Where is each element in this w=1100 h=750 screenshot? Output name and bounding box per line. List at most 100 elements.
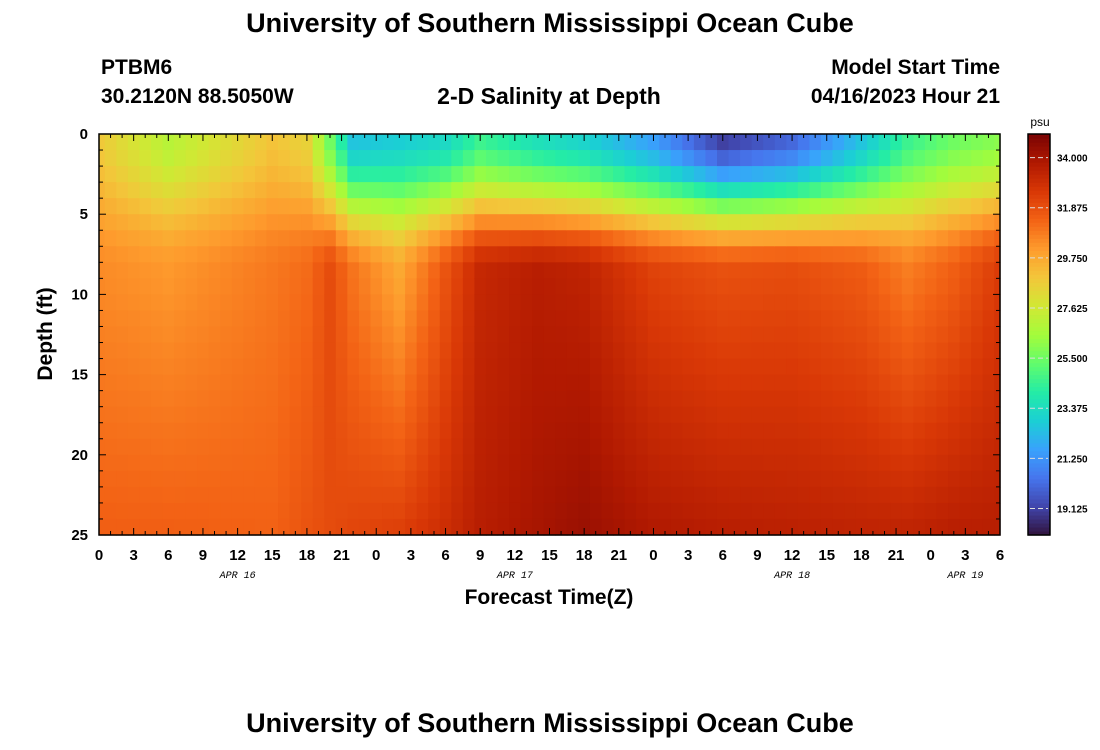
heatmap-cell [994,262,1001,279]
heatmap-cell [855,166,868,183]
heatmap-cell [335,438,348,456]
heatmap-cell [566,230,579,247]
heatmap-cell [693,454,707,472]
heatmap-cell [474,150,487,167]
heatmap-cell [751,230,764,247]
heatmap-cell [254,294,268,312]
heatmap-cell [439,342,452,360]
heatmap-cell [254,198,268,215]
heatmap-cell [543,406,556,424]
heatmap-cell [613,182,626,199]
heatmap-cell [740,214,753,231]
heatmap-cell [127,486,141,504]
heatmap-cell [682,342,695,360]
heatmap-cell [451,262,464,279]
heatmap-cell [844,358,857,376]
heatmap-cell [566,342,579,360]
heatmap-cell [416,230,429,247]
heatmap-cell [220,182,233,199]
heatmap-cell [636,470,649,488]
heatmap-cell [636,422,649,440]
heatmap-cell [878,278,891,295]
heatmap-cell [116,262,129,279]
heatmap-cell [127,454,141,472]
heatmap-cell [624,326,637,344]
heatmap-cell [289,214,302,231]
heatmap-cell [728,454,741,472]
heatmap-cell [243,134,256,151]
heatmap-cell [693,182,707,199]
heatmap-cell [959,166,972,183]
heatmap-cell [99,150,106,167]
colorbar-band [1028,186,1050,191]
heatmap-cell [959,262,972,279]
heatmap-cell [358,358,372,376]
heatmap-cell [971,134,984,151]
heatmap-cell [832,422,845,440]
heatmap-cell [104,166,117,183]
heatmap-cell [959,374,972,392]
heatmap-cell [543,150,556,167]
heatmap-cell [462,326,476,344]
heatmap-cell [832,438,845,456]
heatmap-cell [139,134,152,151]
heatmap-cell [844,310,857,328]
colorbar-band [1028,174,1050,179]
colorbar-band [1028,146,1050,151]
heatmap-cell [936,406,949,424]
heatmap-cell [382,278,395,295]
heatmap-cell [647,198,660,215]
heatmap-cell [832,406,845,424]
heatmap-cell [405,214,418,231]
heatmap-cell [289,454,302,472]
heatmap-cell [254,326,268,344]
heatmap-cell [266,390,279,408]
heatmap-cell [289,294,302,312]
heatmap-cell [751,214,764,231]
heatmap-cell [358,438,372,456]
heatmap-cell [820,438,834,456]
heatmap-cell [601,390,614,408]
heatmap-cell [924,214,938,231]
heatmap-cell [289,262,302,279]
heatmap-cell [797,134,810,151]
heatmap-cell [197,214,210,231]
heatmap-cell [99,518,106,536]
heatmap-cell [312,374,325,392]
heatmap-cell [555,182,568,199]
heatmap-cell [462,518,476,536]
heatmap-cell [820,390,834,408]
heatmap-cell [335,422,348,440]
heatmap-cell [601,150,614,167]
heatmap-cell [278,374,291,392]
heatmap-cell [358,422,372,440]
heatmap-cell [994,342,1001,360]
heatmap-cell [740,358,753,376]
heatmap-cell [370,262,383,279]
heatmap-cell [462,470,476,488]
heatmap-cell [243,406,256,424]
heatmap-cell [797,454,810,472]
heatmap-cell [428,182,441,199]
heatmap-cell [751,310,764,328]
heatmap-cell [532,390,545,408]
heatmap-cell [751,278,764,295]
heatmap-cell [613,358,626,376]
heatmap-cell [382,470,395,488]
heatmap-cell [104,390,117,408]
heatmap-cell [971,262,984,279]
heatmap-cell [243,326,256,344]
heatmap-cell [428,406,441,424]
colorbar-band [1028,478,1050,484]
heatmap-cell [451,294,464,312]
heatmap-cell [693,342,707,360]
heatmap-cell [670,294,683,312]
heatmap-cell [301,342,314,360]
heatmap-cell [878,294,891,312]
heatmap-cell [174,358,187,376]
heatmap-cell [289,246,302,263]
heatmap-cell [809,390,822,408]
heatmap-cell [948,198,961,215]
heatmap-cell [104,374,117,392]
heatmap-cell [405,454,418,472]
